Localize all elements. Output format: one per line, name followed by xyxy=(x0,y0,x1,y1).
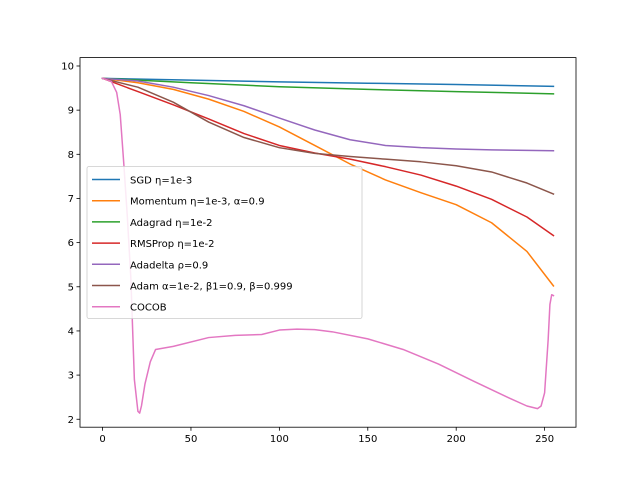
y-tick-label-1: 3 xyxy=(68,371,74,382)
x-tick-label-4: 200 xyxy=(447,434,466,445)
x-tick-label-1: 50 xyxy=(185,434,198,445)
y-tick-label-6: 8 xyxy=(68,150,74,161)
x-axis: 0 50 100 150 200 250 xyxy=(99,427,554,445)
legend-label-5: Adam α=1e-2, β1=0.9, β=0.999 xyxy=(130,282,293,293)
series-lines xyxy=(101,77,555,414)
x-tick-label-5: 250 xyxy=(535,434,554,445)
x-tick-label-0: 0 xyxy=(99,434,105,445)
legend-box xyxy=(86,166,363,319)
x-tick-label-2: 100 xyxy=(270,434,289,445)
legend: SGD η=1e-3 Momentum η=1e-3, α=0.9 Adagrad … xyxy=(86,166,363,319)
series-line-4 xyxy=(101,77,555,152)
legend-label-1: Momentum η=1e-3, α=0.9 xyxy=(130,197,265,208)
y-tick-label-8: 10 xyxy=(61,61,74,72)
series-line-0 xyxy=(101,77,555,88)
y-tick-label-5: 7 xyxy=(68,194,74,205)
x-tick-label-3: 150 xyxy=(358,434,377,445)
series-line-5 xyxy=(101,77,555,196)
y-tick-label-2: 4 xyxy=(68,326,74,337)
legend-label-0: SGD η=1e-3 xyxy=(130,176,192,187)
series-line-3 xyxy=(101,77,555,237)
legend-label-6: COCOB xyxy=(130,303,167,314)
y-tick-label-4: 6 xyxy=(68,238,74,249)
legend-label-3: RMSProp η=1e-2 xyxy=(130,239,215,250)
y-axis: 2 3 4 5 6 7 8 9 10 xyxy=(61,61,80,426)
series-line-2 xyxy=(101,77,555,95)
y-tick-label-3: 5 xyxy=(68,282,74,293)
legend-label-4: Adadelta ρ=0.9 xyxy=(130,260,208,271)
y-tick-label-0: 2 xyxy=(68,415,74,426)
legend-label-2: Adagrad η=1e-2 xyxy=(130,218,212,229)
y-tick-label-7: 9 xyxy=(68,106,74,117)
